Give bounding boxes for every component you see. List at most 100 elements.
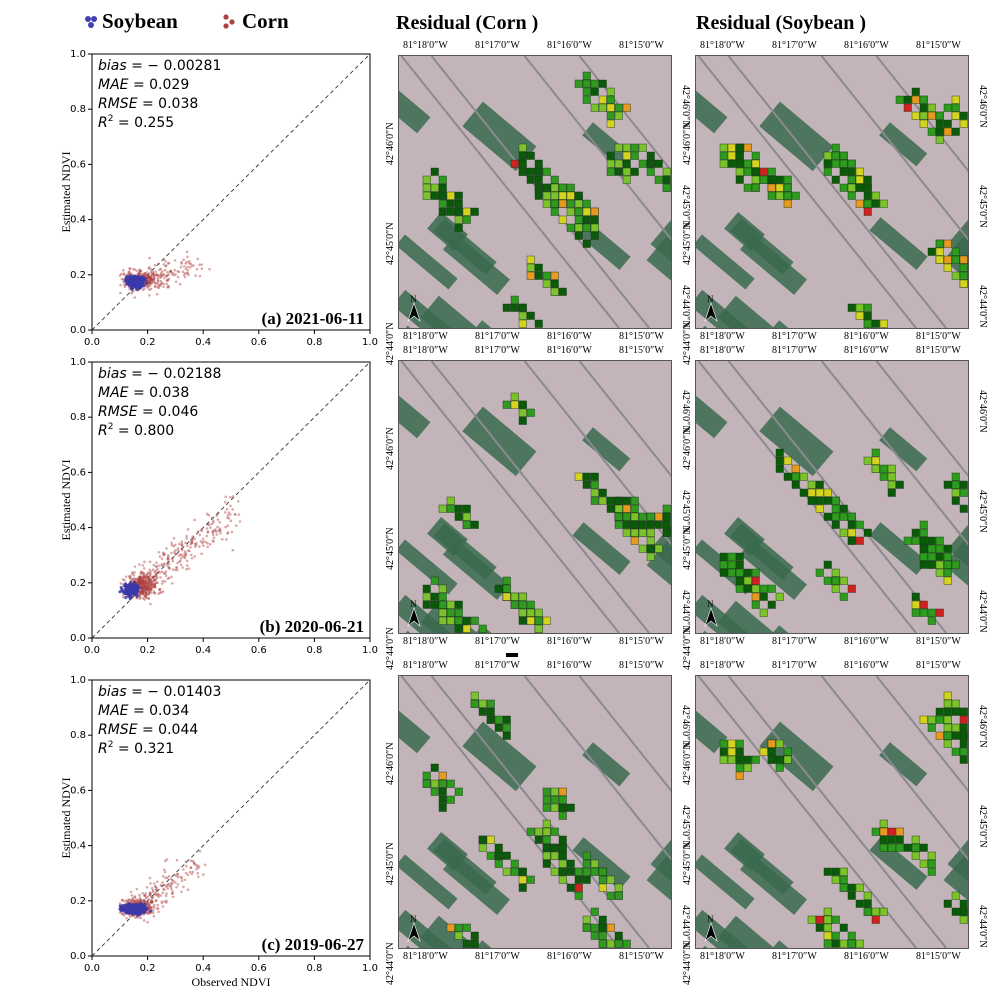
- data-point: [153, 582, 157, 586]
- data-point: [130, 272, 134, 276]
- road: [523, 676, 671, 861]
- data-point: [130, 899, 133, 902]
- residual-pixel: [638, 143, 647, 152]
- residual-pixel: [454, 504, 463, 513]
- data-point: [122, 590, 126, 594]
- residual-pixel: [582, 923, 591, 932]
- data-point: [153, 885, 157, 888]
- data-point: [151, 890, 155, 893]
- residual-pixel: [791, 464, 800, 473]
- data-point: [145, 885, 149, 889]
- data-point: [152, 563, 156, 567]
- data-point: [155, 581, 159, 584]
- data-point: [150, 582, 154, 585]
- lon-label: 81°15′0″W: [916, 951, 961, 962]
- lon-label: 81°15′0″W: [619, 951, 664, 962]
- data-point: [140, 589, 144, 593]
- data-point: [146, 903, 150, 907]
- residual-pixel: [943, 239, 952, 248]
- data-point: [179, 553, 182, 556]
- residual-pixel: [606, 95, 615, 104]
- data-point: [132, 899, 136, 903]
- data-point: [162, 572, 166, 575]
- data-point: [182, 273, 186, 277]
- data-point: [149, 275, 153, 278]
- residual-pixel: [502, 851, 511, 860]
- residual-pixel: [502, 584, 511, 593]
- residual-pixel: [847, 536, 856, 545]
- residual-pixel: [438, 175, 447, 184]
- data-point: [127, 271, 130, 274]
- data-point: [185, 567, 188, 571]
- data-point: [159, 267, 163, 271]
- data-point: [141, 582, 144, 586]
- residual-pixel: [526, 311, 535, 320]
- residual-pixel: [422, 771, 431, 780]
- legend-marker-corn: [229, 19, 235, 25]
- residual-pixel: [903, 95, 912, 104]
- residual-pixel: [871, 456, 880, 465]
- data-point: [196, 257, 199, 261]
- field-vegetated: [696, 90, 728, 134]
- residual-pixel: [494, 584, 503, 593]
- data-point: [141, 591, 144, 594]
- data-point: [214, 530, 218, 534]
- data-point: [135, 580, 139, 583]
- residual-pixel: [646, 528, 655, 537]
- data-point: [140, 570, 143, 574]
- residual-pixel: [879, 907, 888, 916]
- residual-pixel: [470, 699, 479, 708]
- residual-pixel: [927, 536, 936, 545]
- y-tick-label: 1.0: [70, 675, 86, 686]
- data-point: [151, 580, 155, 583]
- data-point: [152, 578, 156, 581]
- residual-pixel: [598, 939, 607, 948]
- data-point: [192, 264, 195, 267]
- data-point: [140, 585, 144, 589]
- data-point: [140, 582, 143, 586]
- data-point: [169, 270, 172, 274]
- data-point: [122, 272, 126, 275]
- data-point: [152, 575, 155, 579]
- data-point: [147, 590, 151, 593]
- data-point: [149, 277, 153, 281]
- data-point: [145, 596, 148, 600]
- data-point: [173, 873, 176, 877]
- data-point: [153, 904, 156, 907]
- residual-pixel: [558, 867, 567, 876]
- data-point: [152, 272, 156, 276]
- data-point: [158, 588, 162, 591]
- residual-pixel: [775, 183, 784, 192]
- lon-label: 81°16′0″W: [547, 345, 592, 356]
- data-point: [149, 882, 152, 885]
- data-point: [138, 280, 142, 284]
- lat-label: 42°46′0″N: [977, 390, 988, 433]
- data-point: [146, 588, 149, 591]
- residual-pixel: [887, 843, 896, 852]
- data-point: [162, 888, 166, 891]
- data-point: [142, 575, 146, 578]
- data-point: [143, 591, 147, 594]
- data-point: [156, 571, 159, 575]
- data-point: [216, 525, 219, 529]
- data-point: [189, 538, 193, 541]
- lat-label: 42°46′0″N: [682, 122, 693, 165]
- lon-labels-bottom: 81°18′0″W 81°17′0″W 81°16′0″W 81°15′0″W: [700, 331, 990, 343]
- data-point: [143, 287, 146, 290]
- residual-pixel: [534, 183, 543, 192]
- data-point: [147, 582, 151, 586]
- data-point: [148, 573, 152, 576]
- data-point: [138, 581, 142, 584]
- residual-pixel: [943, 699, 952, 708]
- data-point: [176, 561, 179, 565]
- data-point: [143, 902, 147, 907]
- residual-pixel: [927, 544, 936, 553]
- residual-pixel: [622, 175, 631, 184]
- residual-pixel: [590, 480, 599, 489]
- data-point: [131, 577, 135, 581]
- data-point: [149, 287, 153, 291]
- data-point: [149, 281, 152, 284]
- residual-pixel: [815, 915, 824, 924]
- data-point: [180, 554, 184, 557]
- data-point: [136, 903, 140, 907]
